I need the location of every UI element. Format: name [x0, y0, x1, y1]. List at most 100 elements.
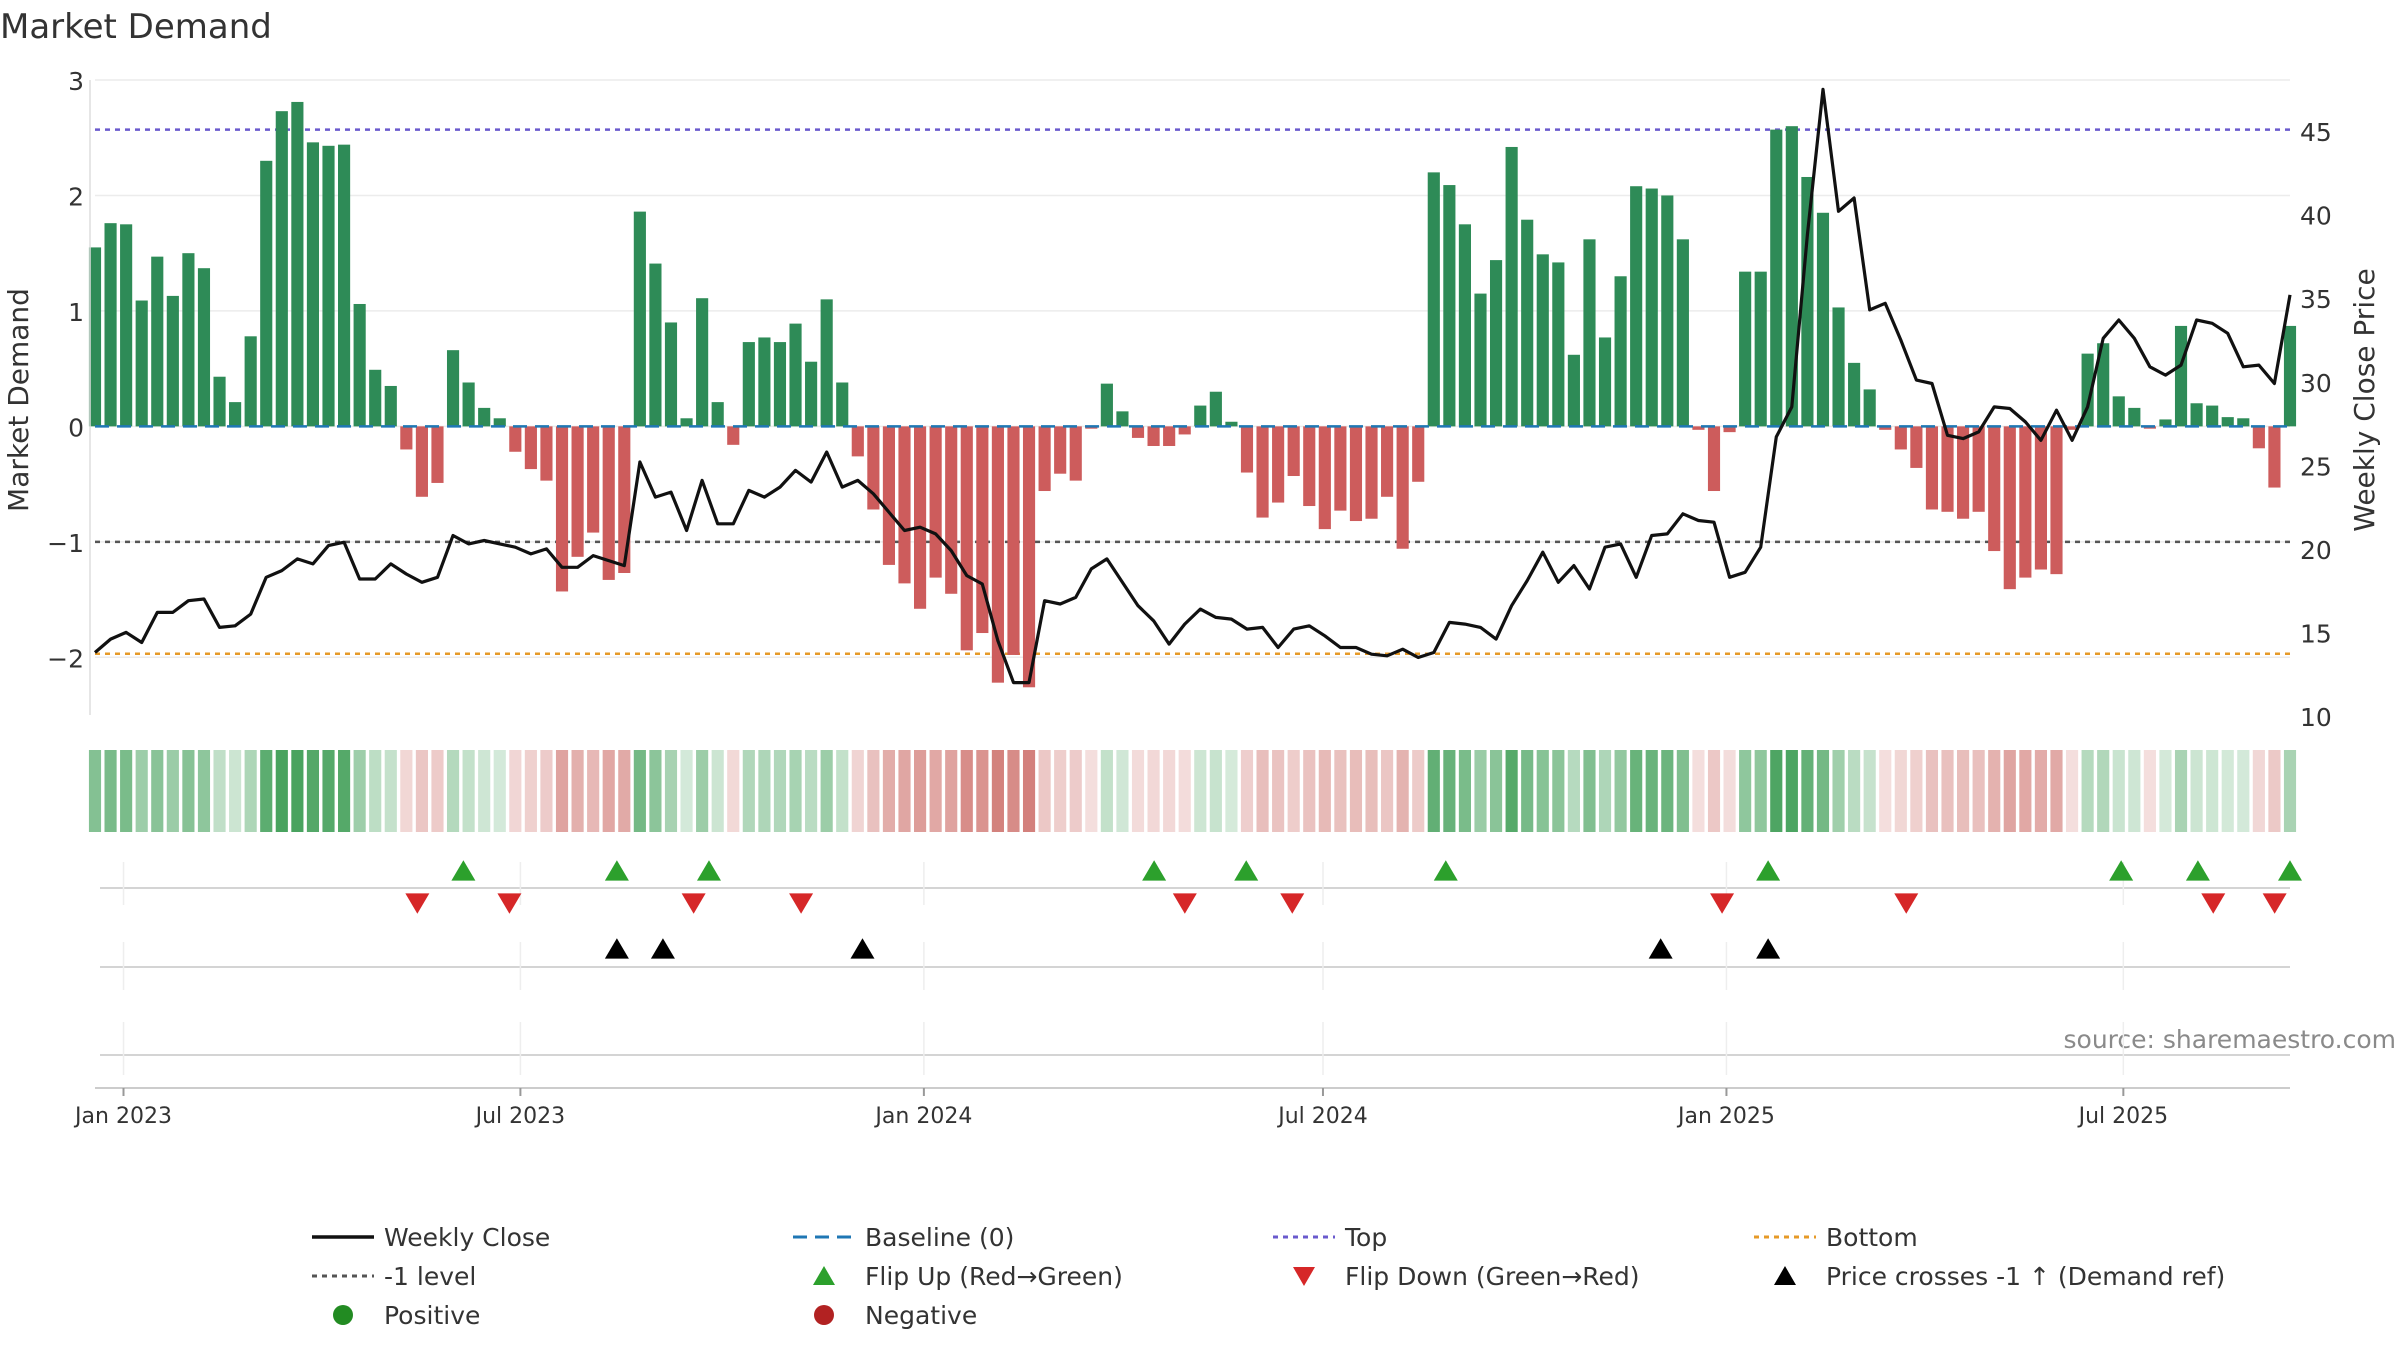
demand-strip-cell [1879, 750, 1892, 832]
demand-bar [1925, 426, 1939, 510]
demand-strip-cell [1988, 750, 2001, 832]
demand-bar [945, 426, 958, 594]
demand-bar [306, 142, 320, 427]
demand-strip-cell [2190, 750, 2203, 832]
demand-bar [197, 268, 211, 427]
x-tick-label: Jul 2025 [2077, 1104, 2169, 1129]
flip-up-marker [1433, 860, 1458, 881]
demand-bar [727, 426, 740, 445]
demand-strip-cell [1739, 750, 1752, 832]
demand-strip-cell [384, 750, 397, 832]
demand-bar [493, 418, 506, 427]
demand-strip-cell [898, 750, 911, 832]
demand-bar [2081, 353, 2094, 427]
demand-strip-cell [182, 750, 195, 832]
demand-bar [1505, 146, 1518, 427]
demand-strip-cell [1661, 750, 1674, 832]
demand-bar [1427, 172, 1440, 427]
demand-strip-cell [1801, 750, 1814, 832]
demand-strip-cell [151, 750, 164, 832]
demand-strip-cell [960, 750, 973, 832]
x-tick-label: Jan 2023 [73, 1104, 172, 1129]
demand-bar [1209, 391, 1222, 427]
legend-label: Flip Up (Red→Green) [865, 1262, 1123, 1291]
demand-strip-cell [1458, 750, 1472, 832]
demand-strip-cell [166, 750, 179, 832]
demand-bar [509, 426, 522, 452]
demand-strip-cell [1318, 750, 1331, 832]
demand-bar [1116, 411, 1129, 427]
demand-strip-cell [2143, 750, 2156, 832]
demand-strip-cell [1349, 750, 1363, 832]
demand-bar [1022, 426, 1036, 688]
flip-down-marker [2201, 893, 2226, 914]
demand-bar [2128, 407, 2141, 427]
demand-bar [1318, 426, 1331, 530]
demand-bar [2221, 417, 2234, 427]
demand-strip-cell [618, 750, 631, 832]
demand-bar [2019, 426, 2032, 578]
demand-bar [1832, 307, 1845, 427]
demand-bar [1287, 426, 1300, 477]
y-axis-left-label: Market Demand [2, 288, 35, 512]
demand-strip-cell [851, 750, 864, 832]
demand-strip-cell [493, 750, 506, 832]
demand-bar [1256, 426, 1269, 518]
demand-bar [462, 382, 475, 427]
demand-strip-cell [1194, 750, 1207, 832]
y2-tick-label: 35 [2300, 285, 2332, 314]
legend-swatch-triangle-up-icon [1774, 1266, 1796, 1285]
flip-down-marker [1894, 893, 1919, 914]
demand-strip-cell [1381, 750, 1394, 832]
demand-strip-cell [664, 750, 678, 832]
demand-bar [1381, 426, 1394, 497]
demand-bar [851, 426, 864, 457]
demand-strip-cell [197, 750, 211, 832]
legend-label: -1 level [384, 1262, 476, 1291]
demand-bar [1567, 354, 1580, 427]
demand-bar [1178, 426, 1191, 435]
legend-label: Positive [384, 1301, 480, 1330]
demand-strip-cell [696, 750, 709, 832]
price-cross-marker [1648, 938, 1673, 959]
demand-bar [244, 336, 257, 427]
demand-bar [913, 426, 927, 609]
demand-bar [2237, 418, 2250, 427]
demand-bar [1225, 421, 1238, 427]
demand-strip-cell [1396, 750, 1409, 832]
demand-strip-cell [1287, 750, 1300, 832]
legend-label: Weekly Close [384, 1223, 550, 1252]
demand-strip-cell [1178, 750, 1191, 832]
demand-strip-cell [1131, 750, 1145, 832]
flip-up-marker [1142, 860, 1167, 881]
x-tick-label: Jan 2024 [873, 1104, 972, 1129]
flip-up-marker [2109, 860, 2134, 881]
demand-strip-cell [1894, 750, 1907, 832]
demand-strip-cell [1910, 750, 1923, 832]
legend-swatch-dot-icon [333, 1305, 353, 1325]
demand-bar [805, 361, 818, 427]
demand-strip-cell [275, 750, 288, 832]
demand-strip-cell [135, 750, 148, 832]
demand-strip-cell [2252, 750, 2265, 832]
demand-bar [571, 426, 584, 557]
demand-bar [540, 426, 553, 481]
demand-bar [229, 402, 242, 427]
demand-strip-cell [2097, 750, 2110, 832]
demand-bar [867, 426, 880, 510]
demand-strip-cell [1521, 750, 1534, 832]
demand-bar [524, 426, 537, 470]
demand-strip-cell [462, 750, 475, 832]
demand-bar [1349, 426, 1363, 522]
demand-strip-cell [291, 750, 304, 832]
demand-strip-cell [773, 750, 787, 832]
demand-strip-cell [602, 750, 615, 832]
demand-bar [758, 337, 771, 427]
flip-up-marker [2278, 860, 2302, 881]
y-axis-right-label: Weekly Close Price [2348, 268, 2381, 531]
demand-strip-cell [789, 750, 802, 832]
demand-strip-cell [322, 750, 335, 832]
demand-strip-cell [104, 750, 117, 832]
demand-strip-cell [1972, 750, 1985, 832]
